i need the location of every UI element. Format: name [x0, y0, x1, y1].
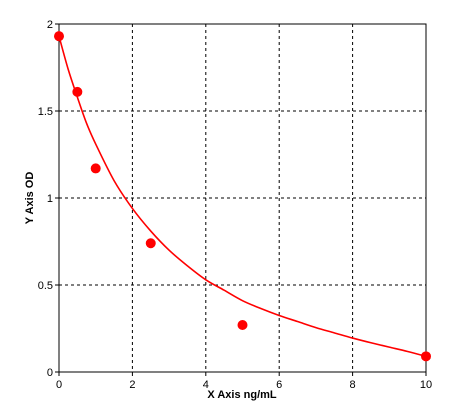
data-point-1	[72, 86, 83, 97]
x-tick-label-5: 10	[420, 379, 432, 391]
data-point-2	[90, 163, 101, 174]
y-tick-label-1: 0.5	[38, 280, 53, 292]
grid	[59, 24, 426, 372]
data-points-layer	[54, 31, 431, 362]
fitted-curve-layer	[58, 35, 427, 358]
x-tick-label-4: 8	[350, 379, 356, 391]
data-point-4	[237, 320, 248, 331]
y-tick-label-0: 0	[47, 367, 53, 379]
y-tick-label-4: 2	[47, 19, 53, 31]
x-axis-label: X Axis ng/mL	[207, 389, 277, 401]
data-point-5	[421, 351, 431, 362]
data-point-0	[54, 31, 64, 42]
x-tick-label-3: 6	[276, 379, 282, 391]
y-tick-label-2: 1	[47, 193, 53, 205]
fitted-curve-line	[58, 35, 427, 358]
data-point-3	[145, 238, 156, 249]
y-axis-label: Y Axis OD	[24, 172, 36, 225]
axis-ticks: 0 2 4 6 8 10 0 0.5 1 1.5 2	[38, 19, 432, 391]
x-tick-label-2: 4	[203, 379, 209, 391]
y-tick-label-3: 1.5	[38, 106, 53, 118]
x-tick-label-0: 0	[56, 379, 62, 391]
x-tick-label-1: 2	[129, 379, 135, 391]
